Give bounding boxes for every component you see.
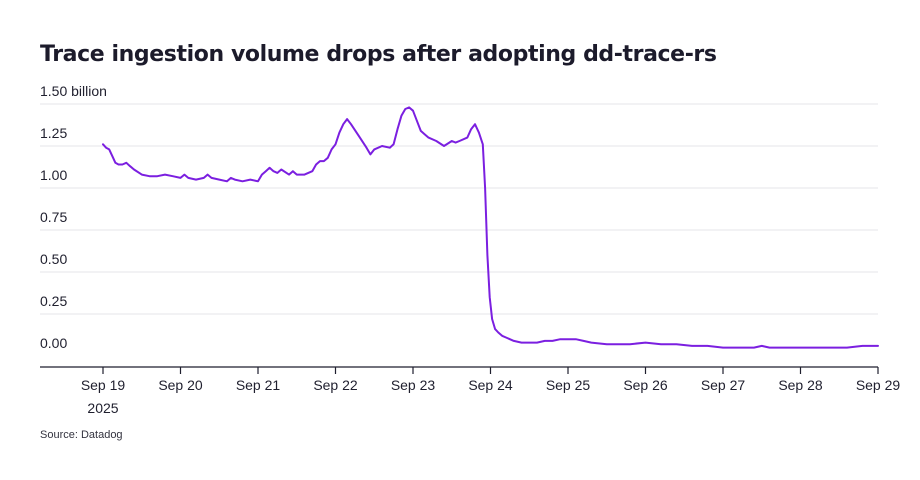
x-tick-label-6: Sep 25: [546, 377, 591, 393]
y-tick-label-3: 0.75: [40, 209, 67, 225]
x-tick-label-8: Sep 27: [701, 377, 746, 393]
y-tick-label-4: 1.00: [40, 167, 67, 183]
x-tick-label-1: Sep 20: [158, 377, 203, 393]
x-tick-label-4: Sep 23: [391, 377, 436, 393]
x-tick-sublabel-0: 2025: [87, 400, 118, 416]
x-tick-label-0: Sep 19: [81, 377, 126, 393]
x-tick-label-2: Sep 21: [236, 377, 281, 393]
y-tick-label-6: 1.50 billion: [40, 83, 107, 99]
y-axis-labels: 0.00 0.25 0.50 0.75 1.00 1.25 1.50 billion: [40, 83, 107, 351]
x-axis: Sep 19 2025 Sep 20 Sep 21 Sep 22 Sep 23 Sep 24…: [40, 366, 901, 416]
series-line-0: [102, 106, 879, 349]
chart-title: Trace ingestion volume drops after adopt…: [40, 42, 717, 67]
y-tick-label-5: 1.25: [40, 125, 67, 141]
source-note: Source: Datadog: [40, 429, 123, 441]
y-tick-label-0: 0.00: [40, 335, 67, 351]
x-tick-label-7: Sep 26: [623, 377, 668, 393]
line-chart: 0.00 0.25 0.50 0.75 1.00 1.25 1.50 billion Sep…: [40, 83, 901, 416]
x-tick-label-3: Sep 22: [313, 377, 358, 393]
x-tick-label-10: Sep 29: [856, 377, 901, 393]
gridlines: [40, 103, 878, 315]
y-tick-label-1: 0.25: [40, 293, 67, 309]
x-tick-label-5: Sep 24: [468, 377, 513, 393]
series-layer: [102, 106, 879, 349]
x-tick-label-9: Sep 28: [778, 377, 823, 393]
y-tick-label-2: 0.50: [40, 251, 67, 267]
